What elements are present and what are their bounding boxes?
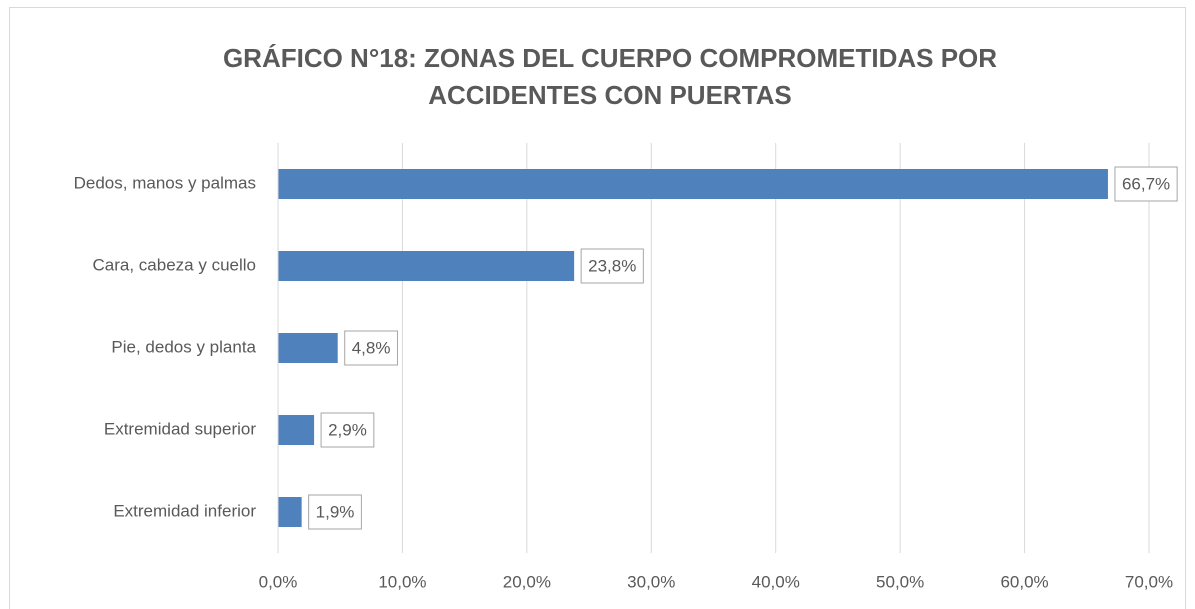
y-tick-label: Pie, dedos y planta bbox=[111, 337, 256, 356]
bar bbox=[278, 251, 575, 281]
bar bbox=[278, 169, 1108, 199]
x-tick-label: 60,0% bbox=[1000, 572, 1048, 591]
x-tick-label: 10,0% bbox=[378, 572, 426, 591]
y-tick-label: Extremidad superior bbox=[104, 419, 256, 438]
chart-frame bbox=[9, 7, 1186, 609]
data-label: 4,8% bbox=[352, 338, 391, 357]
x-tick-label: 50,0% bbox=[876, 572, 924, 591]
data-label-box bbox=[308, 494, 362, 530]
bar bbox=[278, 497, 302, 527]
data-label-box bbox=[320, 412, 375, 448]
y-tick-label: Extremidad inferior bbox=[113, 501, 256, 520]
x-tick-label: 30,0% bbox=[627, 572, 675, 591]
data-label: 1,9% bbox=[316, 502, 355, 521]
bar bbox=[278, 333, 338, 363]
data-label: 66,7% bbox=[1122, 174, 1170, 193]
y-tick-label: Cara, cabeza y cuello bbox=[93, 255, 256, 274]
data-label-box bbox=[580, 248, 644, 284]
data-label-box bbox=[344, 330, 398, 366]
x-tick-label: 20,0% bbox=[503, 572, 551, 591]
x-tick-label: 0,0% bbox=[259, 572, 298, 591]
y-tick-label: Dedos, manos y palmas bbox=[74, 173, 256, 192]
chart-title: GRÁFICO N°18: ZONAS DEL CUERPO COMPROMET… bbox=[223, 43, 997, 73]
x-tick-label: 40,0% bbox=[752, 572, 800, 591]
bar bbox=[278, 415, 315, 445]
data-label: 2,9% bbox=[328, 420, 367, 439]
chart-title: ACCIDENTES CON PUERTAS bbox=[428, 80, 792, 110]
data-label-box bbox=[1114, 166, 1178, 202]
x-tick-label: 70,0% bbox=[1125, 572, 1173, 591]
data-label: 23,8% bbox=[588, 256, 636, 275]
